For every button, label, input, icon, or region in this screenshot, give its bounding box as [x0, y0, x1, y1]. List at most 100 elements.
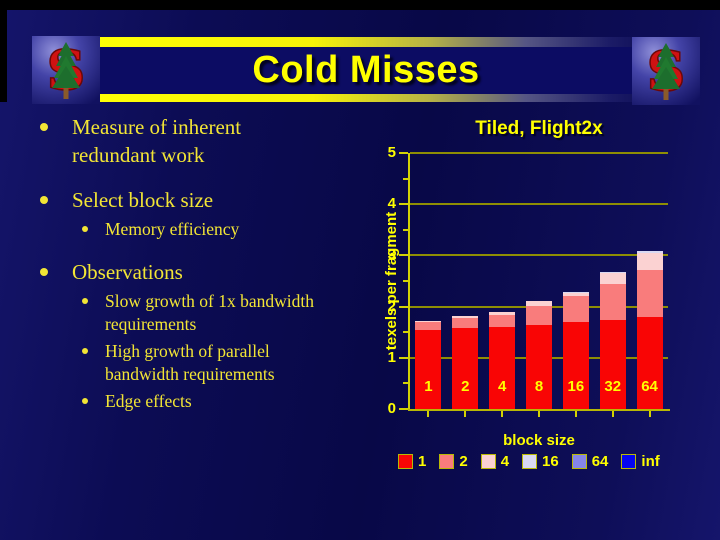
gridline — [410, 254, 668, 257]
x-tick — [538, 411, 540, 417]
bar-segment — [562, 292, 589, 297]
bullet-group: Select block size Memory efficiency — [36, 186, 376, 241]
x-tick — [427, 411, 430, 417]
sub-bullet-dot-icon — [82, 398, 88, 404]
bullet-text: Measure of inherent redundant work — [72, 115, 242, 167]
gridline — [410, 152, 668, 154]
gridline — [410, 203, 668, 206]
bullet-group: Measure of inherent redundant work — [36, 113, 376, 169]
stanford-logo-left: S — [32, 36, 100, 104]
bar-segment — [599, 273, 626, 284]
y-tick-label: 0 — [387, 400, 396, 417]
x-tick — [574, 411, 577, 417]
bullet-item: Measure of inherent redundant work — [36, 113, 376, 169]
banner-gradient-bar-top — [100, 37, 632, 47]
bar-segment — [452, 316, 479, 319]
y-tick-label: 1 — [387, 348, 396, 366]
bar-segment — [526, 301, 552, 306]
bar-segment — [562, 296, 589, 322]
legend-swatch-icon — [480, 454, 496, 469]
bullet-item: Select block size — [36, 186, 376, 214]
bullet-text: Select block size — [72, 188, 214, 212]
x-tick — [611, 411, 614, 417]
y-minor-tick — [403, 382, 408, 385]
legend-swatch-icon — [522, 454, 538, 469]
sub-bullet-text: High growth of parallel bandwidth requir… — [105, 341, 275, 384]
y-minor-tick — [403, 280, 408, 282]
legend-swatch-icon — [398, 454, 413, 469]
top-black-band — [0, 0, 720, 10]
y-tick-label: 3 — [387, 246, 396, 264]
bar-segment — [562, 321, 589, 409]
y-major-tick — [399, 152, 408, 154]
x-tick — [501, 411, 504, 417]
legend-label: 16 — [542, 453, 559, 470]
bar-segment — [526, 305, 552, 326]
bar-segment — [636, 251, 663, 253]
legend-label: 4 — [500, 453, 510, 470]
bar-segment — [599, 272, 626, 274]
bar-segment — [526, 325, 552, 409]
bar-segment — [636, 252, 663, 270]
y-tick-label: 4 — [387, 195, 396, 213]
legend-swatch-icon — [439, 454, 455, 469]
legend-swatch-icon — [621, 454, 637, 469]
bar-segment — [636, 269, 663, 317]
legend-item: 1 — [398, 453, 426, 470]
sub-bullet-text: Slow growth of 1x bandwidth requirements — [105, 291, 315, 334]
x-tick-label: 64 — [641, 378, 658, 395]
x-axis-line — [408, 409, 670, 411]
bar-segment — [599, 320, 626, 409]
bullet-dot-icon — [40, 123, 48, 131]
stanford-s-tree-icon: S — [632, 37, 700, 105]
y-major-tick — [399, 408, 408, 410]
legend-label: 1 — [418, 453, 427, 470]
stanford-s-tree-icon: S — [32, 36, 100, 104]
y-minor-tick — [403, 331, 408, 334]
y-axis-label: texels per fragment — [383, 211, 400, 351]
bar-segment — [489, 326, 516, 409]
legend-label: 64 — [591, 453, 609, 470]
legend-item: 4 — [480, 453, 510, 470]
legend-item: inf — [621, 453, 660, 470]
bar-segment — [415, 320, 442, 323]
y-axis-line — [408, 153, 410, 409]
bullet-group: Observations Slow growth of 1x bandwidth… — [36, 258, 376, 413]
chart-title: Tiled, Flight2x — [475, 118, 603, 139]
bullet-dot-icon — [40, 268, 48, 276]
bullet-dot-icon — [40, 196, 48, 204]
plot-area: 0 1 2 3 4 5 — [388, 144, 670, 417]
sub-bullet-text: Memory efficiency — [105, 219, 240, 239]
sub-bullet-item: High growth of parallel bandwidth requir… — [36, 340, 376, 386]
bar-segment — [636, 316, 663, 409]
title-banner: Cold Misses — [100, 37, 632, 102]
sub-bullet-dot-icon — [82, 226, 88, 232]
x-tick — [464, 411, 467, 417]
legend-item: 2 — [439, 453, 468, 470]
x-tick — [648, 411, 651, 417]
y-tick-label: 5 — [387, 144, 396, 161]
left-black-band — [0, 0, 7, 102]
y-minor-tick — [403, 228, 408, 231]
y-minor-tick — [403, 177, 408, 180]
bar-segment — [415, 329, 442, 409]
legend-item: 64 — [571, 453, 609, 470]
bar-segment — [599, 283, 626, 321]
legend-item: 16 — [522, 453, 559, 470]
legend-label: 2 — [459, 453, 468, 470]
bar-segment — [489, 314, 516, 327]
bullet-item: Observations — [36, 258, 376, 286]
sub-bullet-dot-icon — [82, 348, 88, 354]
stanford-logo-right: S — [632, 37, 700, 105]
bar-segment — [415, 322, 442, 330]
bar-segment — [452, 318, 479, 329]
bar-segment — [562, 292, 589, 293]
legend-swatch-icon — [571, 454, 587, 469]
y-major-tick — [399, 203, 408, 206]
sub-bullet-item: Memory efficiency — [36, 218, 376, 241]
y-major-tick — [399, 305, 408, 308]
banner-gradient-bar-bottom — [100, 94, 632, 102]
bullet-text: Observations — [72, 260, 183, 284]
y-major-tick — [399, 356, 408, 359]
